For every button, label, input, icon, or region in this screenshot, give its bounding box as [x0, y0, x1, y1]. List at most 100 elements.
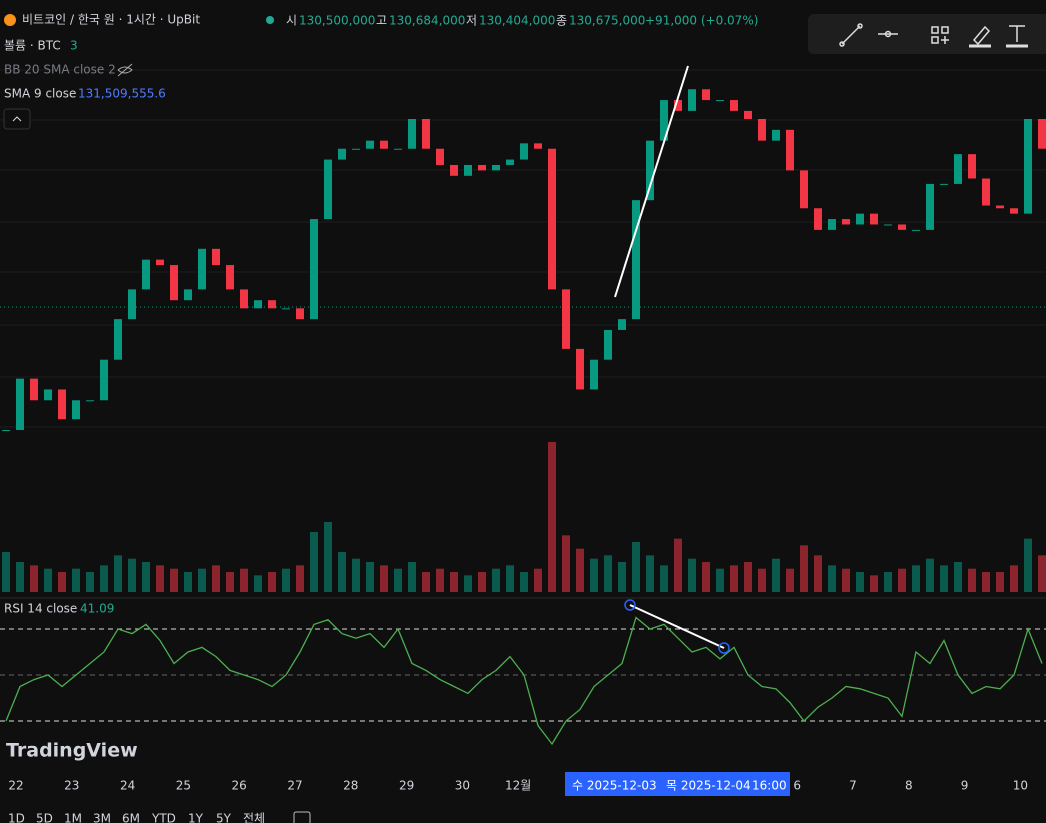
volume-bar — [660, 565, 668, 592]
candle — [604, 329, 612, 360]
volume-bar — [436, 568, 444, 592]
candle — [856, 213, 864, 225]
toolbar-icons[interactable] — [839, 23, 1028, 48]
range-button[interactable]: 전체 — [243, 812, 265, 823]
candle — [254, 300, 262, 309]
volume-bar — [534, 568, 542, 592]
range-button[interactable]: 3M — [93, 812, 111, 823]
candle — [520, 143, 528, 160]
candle — [940, 183, 948, 185]
volume-bar — [590, 558, 598, 592]
volume-bar — [604, 555, 612, 592]
range-button[interactable]: 6M — [122, 812, 140, 823]
candle — [366, 140, 374, 149]
calendar-icon[interactable] — [293, 811, 311, 823]
hide-icon[interactable] — [117, 63, 133, 77]
volume-bar — [576, 548, 584, 592]
x-tick-label: 25 — [176, 779, 191, 793]
candle — [478, 164, 486, 171]
sma-label[interactable]: SMA 9 close — [4, 87, 76, 101]
volume-bar — [506, 565, 514, 592]
volume-bar — [114, 555, 122, 592]
collapse-button[interactable] — [3, 108, 31, 130]
candle — [2, 430, 10, 432]
volume-bar — [30, 565, 38, 592]
candle — [226, 265, 234, 290]
rsi-trend-line[interactable] — [629, 604, 725, 649]
candle — [632, 200, 640, 320]
ohlc-value: 130,684,000 — [389, 14, 465, 28]
symbol[interactable]: 비트코인 / 한국 원 · 1시간 · UpBit — [22, 13, 200, 27]
volume-bar — [240, 568, 248, 592]
candle — [44, 389, 52, 401]
range-button[interactable]: 1D — [8, 812, 25, 823]
candle — [408, 119, 416, 149]
candle — [436, 148, 444, 165]
range-button[interactable]: 1M — [64, 812, 82, 823]
status-dot — [266, 16, 274, 24]
crosshair-text: 목 2025-12-04 — [666, 779, 751, 793]
volume-bar — [716, 568, 724, 592]
volume-bar — [1024, 538, 1032, 592]
candle — [800, 170, 808, 209]
ohlc-value: 130,500,000 — [299, 14, 375, 28]
volume-bar — [58, 572, 66, 592]
volume-bar — [380, 565, 388, 592]
ohlc-value: 130,404,000 — [479, 14, 555, 28]
handle[interactable] — [718, 642, 730, 654]
volume-bar — [128, 558, 136, 592]
candle — [702, 89, 710, 101]
volume-bar — [2, 552, 10, 592]
candle — [282, 308, 290, 310]
volume-value: 3 — [70, 39, 78, 53]
volume-bar — [492, 568, 500, 592]
range-button[interactable]: YTD — [151, 812, 176, 823]
candle — [338, 148, 346, 160]
ohlc-value: 130,675,000 — [569, 14, 645, 28]
candle — [548, 148, 556, 290]
candle — [730, 100, 738, 111]
candle — [30, 378, 38, 401]
x-tick-label: 28 — [343, 779, 358, 793]
volume-bar — [422, 572, 430, 592]
volume-bar — [842, 568, 850, 592]
volume-bar — [296, 565, 304, 592]
volume-bar — [184, 572, 192, 592]
volume-label: 볼륨 · BTC — [4, 39, 61, 53]
x-tick-label: 8 — [905, 779, 913, 793]
candle — [352, 148, 360, 150]
rsi-line — [5, 616, 1043, 746]
candle — [72, 400, 80, 420]
volume-bar — [520, 572, 528, 592]
candle — [268, 300, 276, 309]
candle — [1038, 119, 1046, 149]
change: +91,000 (+0.07%) — [645, 14, 758, 28]
candle — [590, 359, 598, 390]
volume-bar — [870, 575, 878, 592]
trend-line[interactable] — [614, 65, 689, 298]
candle — [58, 389, 66, 420]
volume-bar — [744, 562, 752, 592]
handle[interactable] — [624, 599, 636, 611]
volume-bar — [324, 522, 332, 592]
volume-bar — [156, 565, 164, 592]
volume-bar — [730, 565, 738, 592]
ohlc-label: 시 — [286, 14, 297, 28]
crosshair-label — [565, 772, 790, 796]
candle — [450, 164, 458, 176]
range-button[interactable]: 1Y — [188, 812, 204, 823]
ohlc-label: 고 — [376, 14, 387, 28]
candle — [198, 248, 206, 290]
candle — [464, 164, 472, 176]
range-button[interactable]: 5D — [36, 812, 53, 823]
candle — [156, 259, 164, 266]
rsi-label[interactable]: RSI 14 close — [4, 602, 77, 616]
candle — [324, 159, 332, 220]
bb-label[interactable]: BB 20 SMA close 2 — [4, 63, 116, 77]
candle — [114, 319, 122, 360]
x-tick-label: 24 — [120, 779, 135, 793]
volume-bar — [646, 555, 654, 592]
range-button[interactable]: 5Y — [216, 812, 232, 823]
x-tick-label: 12월 — [505, 779, 531, 793]
